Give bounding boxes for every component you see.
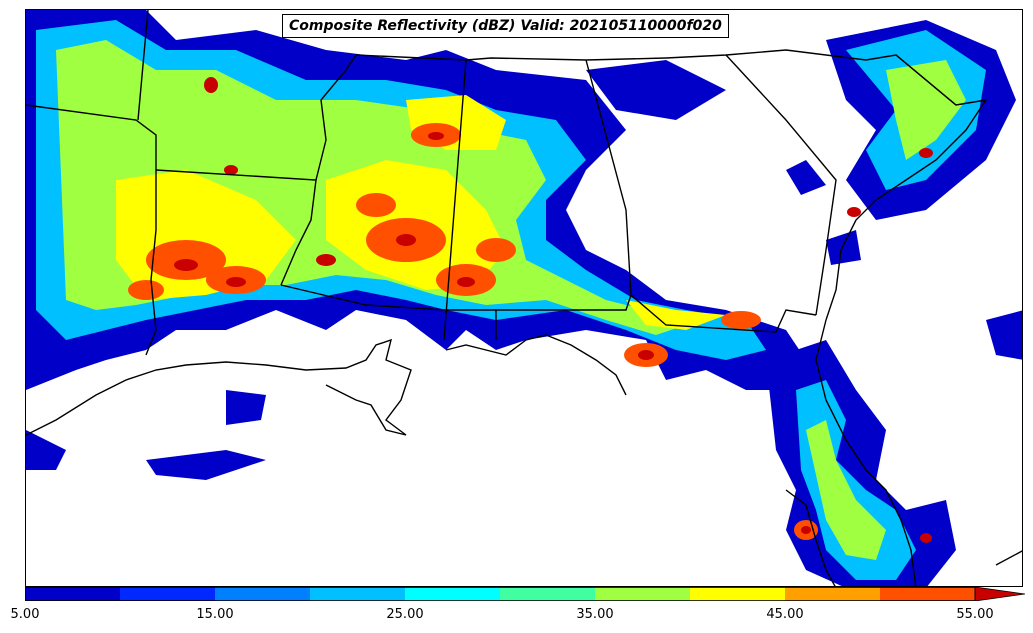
colorbar-segment: [880, 587, 976, 601]
colorbar-tick-label: 55.00: [956, 607, 994, 622]
colorbar-outline: [25, 587, 976, 601]
colorbar-tick-label: 5.00: [10, 607, 40, 622]
colorbar-segment: [25, 587, 121, 601]
colorbar-segment: [405, 587, 501, 601]
colorbar-segment: [690, 587, 786, 601]
reflectivity-field: [26, 10, 1022, 586]
colorbar-segment: [500, 587, 596, 601]
colorbar-segment: [310, 587, 406, 601]
colorbar-tick-label: 15.00: [196, 607, 234, 622]
colorbar-tick-label: 25.00: [386, 607, 424, 622]
map-title: Composite Reflectivity (dBZ) Valid: 2021…: [282, 14, 729, 38]
boundaries: [26, 10, 1022, 586]
colorbar-segment: [120, 587, 216, 601]
colorbar-segment: [215, 587, 311, 601]
reflectivity-map: [26, 10, 1022, 586]
colorbar: [25, 587, 1025, 601]
colorbar-tick-label: 45.00: [766, 607, 804, 622]
colorbar-segment: [785, 587, 881, 601]
map-panel: [25, 9, 1023, 587]
colorbar-tick-label: 35.00: [576, 607, 614, 622]
colorbar-extend-arrow: [974, 587, 1025, 601]
colorbar-segment: [595, 587, 691, 601]
